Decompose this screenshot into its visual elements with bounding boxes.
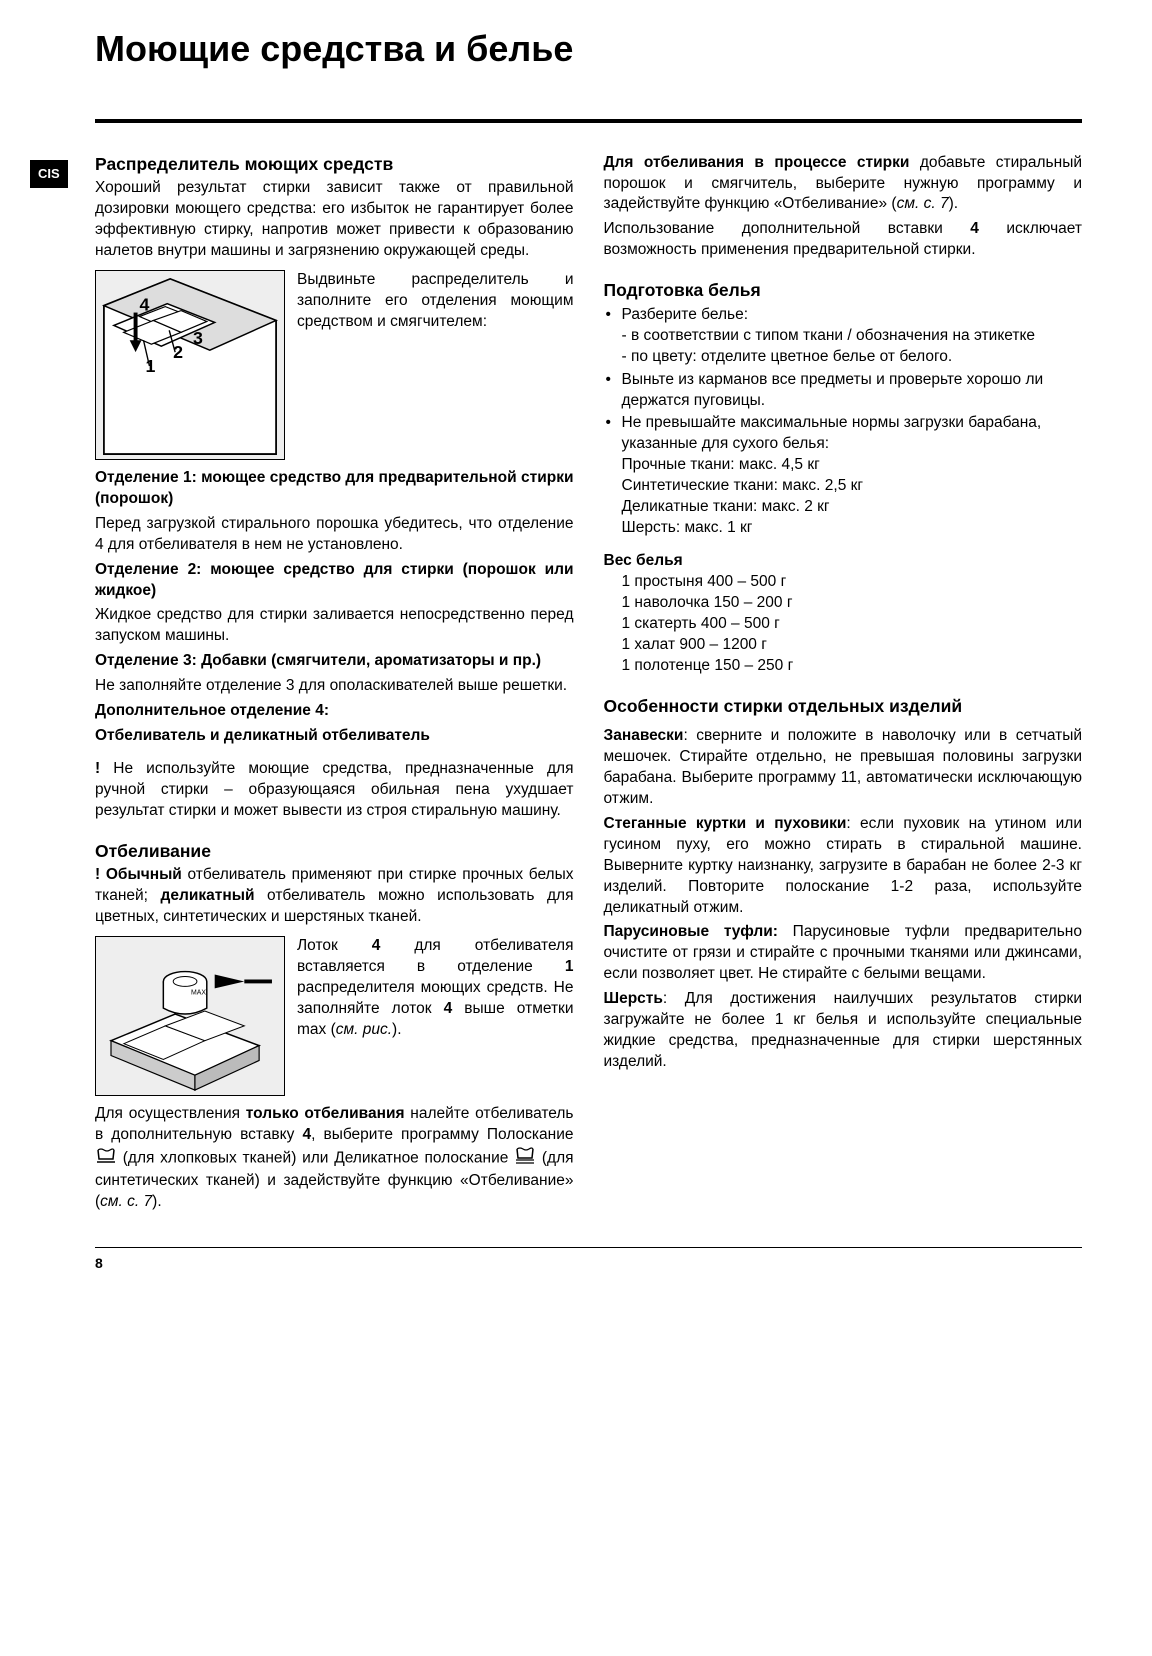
li1b: - по цвету: отделите цветное белье от бе… (622, 347, 1083, 368)
section-prepare-title: Подготовка белья (604, 279, 1083, 303)
bdw-a: Для отбеливания в процессе стирки (604, 154, 910, 171)
bft-d: 1 (565, 958, 574, 975)
column-left: Распределитель моющих средств Хороший ре… (95, 153, 574, 1217)
warning-text: Не используйте моющие средства, предназн… (95, 760, 574, 819)
comp2-body: Жидкое средство для стирки заливается не… (95, 605, 574, 647)
jackets-para: Стеганные куртки и пуховики: если пухови… (604, 814, 1083, 919)
comp4-title1: Дополнительное отделение 4: (95, 701, 574, 722)
bleach-figure-block: MAX Лоток 4 для отбеливателя вставляется… (95, 936, 574, 1096)
comp3-body: Не заполняйте отделение 3 для ополаскива… (95, 676, 574, 697)
bo-a: Для осуществления (95, 1105, 246, 1122)
weight-row: 1 скатерть 400 – 500 г (622, 614, 1083, 635)
list-item: Не превышайте максимальные нормы загрузк… (604, 413, 1083, 539)
li3d: Шерсть: макс. 1 кг (622, 518, 1083, 539)
weight-row: 1 простыня 400 – 500 г (622, 572, 1083, 593)
wool-para: Шерсть: Для достижения наилучших результ… (604, 989, 1083, 1073)
bft-h: см. рис. (336, 1021, 392, 1038)
li1a: - в соответствии с типом ткани / обознач… (622, 326, 1083, 347)
prepare-list: Разберите белье: - в соответствии с типо… (604, 305, 1083, 539)
weight-row: 1 халат 900 – 1200 г (622, 635, 1083, 656)
svg-text:1: 1 (145, 356, 155, 376)
i4-a: Использование дополнительной вставки (604, 220, 971, 237)
bo-f: (для хлопковых тканей) или Деликатное по… (117, 1150, 514, 1167)
weight-row: 1 полотенце 150 – 250 г (622, 656, 1083, 677)
bo-e: , выберите программу Полоскание (311, 1126, 573, 1143)
bft-f: 4 (444, 1000, 453, 1017)
rinse-icon (95, 1147, 117, 1170)
weight-title: Вес белья (604, 551, 1083, 572)
bdw-d: ). (949, 195, 958, 212)
comp2-title: Отделение 2: моющее средство для стирки … (95, 560, 574, 602)
dispenser-figure-block: 1 2 3 4 Выдвиньте распределитель и запол… (95, 270, 574, 460)
bft-a: Лоток (297, 937, 372, 954)
comp1-body: Перед загрузкой стирального порошка убед… (95, 514, 574, 556)
page-number: 8 (95, 1254, 1082, 1273)
column-right: Для отбеливания в процессе стирки добавь… (604, 153, 1083, 1217)
svg-text:3: 3 (193, 328, 203, 348)
wool-text: : Для достижения наилучших результатов с… (604, 990, 1083, 1070)
bleach-p1-bold: деликатный (161, 887, 255, 904)
shoes-label: Парусиновые туфли: (604, 923, 778, 940)
title-rule (95, 119, 1082, 123)
bo-d: 4 (302, 1126, 311, 1143)
li1-text: Разберите белье: (622, 306, 749, 323)
bleach-during-wash: Для отбеливания в процессе стирки добавь… (604, 153, 1083, 216)
footer-rule (95, 1247, 1082, 1248)
jackets-label: Стеганные куртки и пуховики (604, 815, 847, 832)
svg-text:4: 4 (140, 294, 150, 314)
dispenser-figure: 1 2 3 4 (95, 270, 285, 460)
delicate-rinse-icon (514, 1146, 536, 1171)
list-item: Разберите белье: - в соответствии с типо… (604, 305, 1083, 368)
comp1-title: Отделение 1: моющее средство для предвар… (95, 468, 574, 510)
handwash-warning: ! Не используйте моющие средства, предна… (95, 759, 574, 822)
li3-text: Не превышайте максимальные нормы загрузк… (622, 414, 1042, 452)
li3b: Синтетические ткани: макс. 2,5 кг (622, 476, 1083, 497)
section-bleach-title: Отбеливание (95, 840, 574, 864)
curtains-label: Занавески (604, 727, 684, 744)
wool-label: Шерсть (604, 990, 663, 1007)
comp4-title2: Отбеливатель и деликатный отбеливатель (95, 726, 574, 747)
bleach-p1-pre: ! Обычный (95, 866, 182, 883)
bleach-only-para: Для осуществления только отбеливания нал… (95, 1104, 574, 1213)
svg-text:MAX: MAX (191, 989, 206, 996)
curtains-para: Занавески: сверните и положите в наволоч… (604, 726, 1083, 810)
i4-b: 4 (970, 220, 979, 237)
weight-list: 1 простыня 400 – 500 г 1 наволочка 150 –… (604, 572, 1083, 677)
content-columns: Распределитель моющих средств Хороший ре… (95, 153, 1082, 1217)
region-tab: CIS (30, 160, 68, 188)
bo-i: ). (152, 1193, 161, 1210)
bo-h: см. с. 7 (100, 1193, 152, 1210)
bdw-c: см. с. 7 (897, 195, 949, 212)
dispenser-intro: Хороший результат стирки зависит также о… (95, 178, 574, 262)
li3a: Прочные ткани: макс. 4,5 кг (622, 455, 1083, 476)
insert4-note: Использование дополнительной вставки 4 и… (604, 219, 1083, 261)
list-item: Выньте из карманов все предметы и провер… (604, 370, 1083, 412)
bleach-p1: ! Обычный отбеливатель применяют при сти… (95, 865, 574, 928)
bft-i: ). (392, 1021, 401, 1038)
li3c: Деликатные ткани: макс. 2 кг (622, 497, 1083, 518)
page-title: Моющие средства и белье (95, 25, 1082, 74)
bo-b: только отбеливания (246, 1105, 405, 1122)
bleach-figure: MAX (95, 936, 285, 1096)
weight-row: 1 наволочка 150 – 200 г (622, 593, 1083, 614)
shoes-para: Парусиновые туфли: Парусиновые туфли пре… (604, 922, 1083, 985)
comp3-title: Отделение 3: Добавки (смягчители, аромат… (95, 651, 574, 672)
section-special-title: Особенности стирки отдельных изделий (604, 695, 1083, 719)
section-dispenser-title: Распределитель моющих средств (95, 153, 574, 177)
